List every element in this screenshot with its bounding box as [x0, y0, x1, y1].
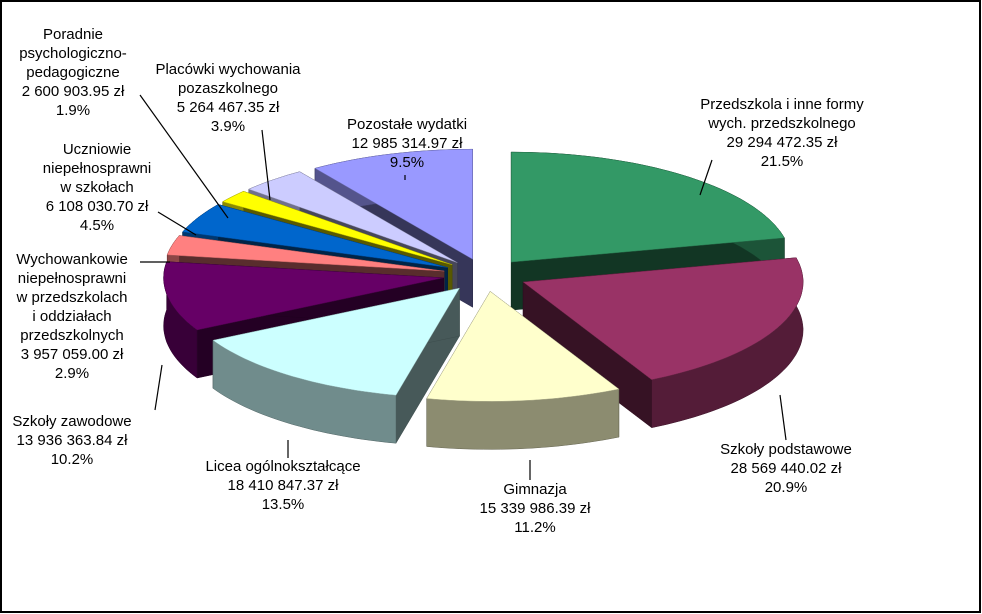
- leader-line: [139, 94, 229, 219]
- slice-label: pozaszkolnego: [178, 80, 278, 97]
- slice-label: Szkoły podstawowe: [720, 441, 852, 458]
- leader-line: [779, 394, 787, 441]
- share-label: 21.5%: [761, 153, 804, 170]
- slice-label: Wychowankowie: [16, 251, 128, 268]
- share-label: 4.5%: [80, 217, 114, 234]
- slice: [522, 257, 804, 429]
- value-label: 29 294 472.35 zł: [727, 134, 839, 151]
- leader-line: [261, 129, 271, 201]
- slice-top: [248, 171, 458, 263]
- slice-label: w przedszkolach: [16, 289, 128, 306]
- slice-label: psychologiczno-: [19, 45, 127, 62]
- slice-label: przedszkolnych: [20, 327, 123, 344]
- share-label: 1.9%: [56, 102, 90, 119]
- leader-line: [699, 159, 713, 196]
- value-label: 18 410 847.37 zł: [228, 477, 340, 494]
- share-label: 11.2%: [514, 519, 555, 536]
- value-label: 28 569 440.02 zł: [731, 460, 843, 477]
- slice-top: [510, 151, 785, 263]
- leader-line: [157, 211, 197, 236]
- value-label: 13 936 363.84 zł: [17, 432, 129, 449]
- slice-label: Licea ogólnokształcące: [205, 458, 360, 475]
- share-label: 20.9%: [765, 479, 808, 496]
- slice-label: Pozostałe wydatki: [347, 116, 467, 133]
- slice-label: niepełnosprawni: [18, 270, 126, 287]
- share-label: 9.5%: [390, 154, 424, 171]
- value-label: 15 339 986.39 zł: [480, 500, 592, 517]
- slice-top: [166, 235, 445, 272]
- slice-label: Szkoły zawodowe: [12, 413, 131, 430]
- slice: [212, 287, 461, 445]
- slice-top: [426, 291, 620, 402]
- slice-top: [222, 191, 453, 265]
- slice-label: wych. przedszkolnego: [707, 115, 856, 132]
- value-label: 12 985 314.97 zł: [352, 135, 464, 152]
- slice-label: Przedszkola i inne formy: [700, 96, 864, 113]
- slice-label: Uczniowie: [63, 141, 131, 158]
- share-label: 10.2%: [51, 451, 94, 468]
- slice-top: [163, 261, 444, 331]
- value-label: 6 108 030.70 zł: [46, 198, 149, 215]
- slice-top: [212, 287, 461, 396]
- leader-line: [154, 364, 163, 411]
- pie: [163, 148, 804, 450]
- share-label: 2.9%: [55, 365, 89, 382]
- slice: [426, 290, 620, 450]
- slice-label: i oddziałach: [32, 308, 111, 325]
- slice-top: [522, 257, 804, 380]
- slice-label: Placówki wychowania: [155, 61, 301, 78]
- share-label: 13.5%: [262, 496, 305, 513]
- slice-label: pedagogiczne: [26, 64, 119, 81]
- slice-label: Gimnazja: [503, 481, 567, 498]
- slice-label: Poradnie: [43, 26, 103, 43]
- slice-label: niepełnosprawni: [43, 160, 151, 177]
- value-label: 2 600 903.95 zł: [22, 83, 125, 100]
- value-label: 5 264 467.35 zł: [177, 99, 280, 116]
- value-label: 3 957 059.00 zł: [21, 346, 124, 363]
- slice-top: [314, 148, 473, 260]
- labels: Przedszkola i inne formy wych. przedszkol…: [12, 26, 864, 536]
- slice-label: w szkołach: [59, 179, 133, 196]
- share-label: 3.9%: [211, 118, 245, 135]
